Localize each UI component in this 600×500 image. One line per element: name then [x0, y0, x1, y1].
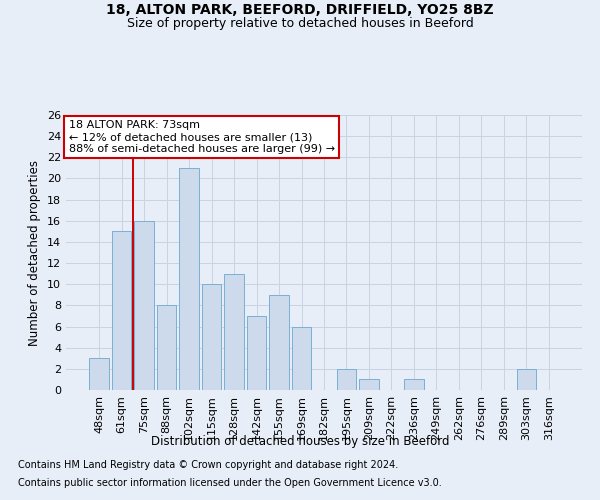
Bar	[89, 358, 109, 390]
Bar	[112, 232, 131, 390]
Text: 18 ALTON PARK: 73sqm
← 12% of detached houses are smaller (13)
88% of semi-detac: 18 ALTON PARK: 73sqm ← 12% of detached h…	[68, 120, 335, 154]
Y-axis label: Number of detached properties: Number of detached properties	[28, 160, 41, 346]
Bar	[157, 306, 176, 390]
Bar	[269, 295, 289, 390]
Text: Contains public sector information licensed under the Open Government Licence v3: Contains public sector information licen…	[18, 478, 442, 488]
Bar	[337, 369, 356, 390]
Bar	[224, 274, 244, 390]
Bar	[134, 221, 154, 390]
Text: Distribution of detached houses by size in Beeford: Distribution of detached houses by size …	[151, 435, 449, 448]
Bar	[517, 369, 536, 390]
Bar	[247, 316, 266, 390]
Text: 18, ALTON PARK, BEEFORD, DRIFFIELD, YO25 8BZ: 18, ALTON PARK, BEEFORD, DRIFFIELD, YO25…	[106, 2, 494, 16]
Bar	[292, 326, 311, 390]
Text: Contains HM Land Registry data © Crown copyright and database right 2024.: Contains HM Land Registry data © Crown c…	[18, 460, 398, 470]
Bar	[179, 168, 199, 390]
Bar	[404, 380, 424, 390]
Bar	[202, 284, 221, 390]
Bar	[359, 380, 379, 390]
Text: Size of property relative to detached houses in Beeford: Size of property relative to detached ho…	[127, 18, 473, 30]
